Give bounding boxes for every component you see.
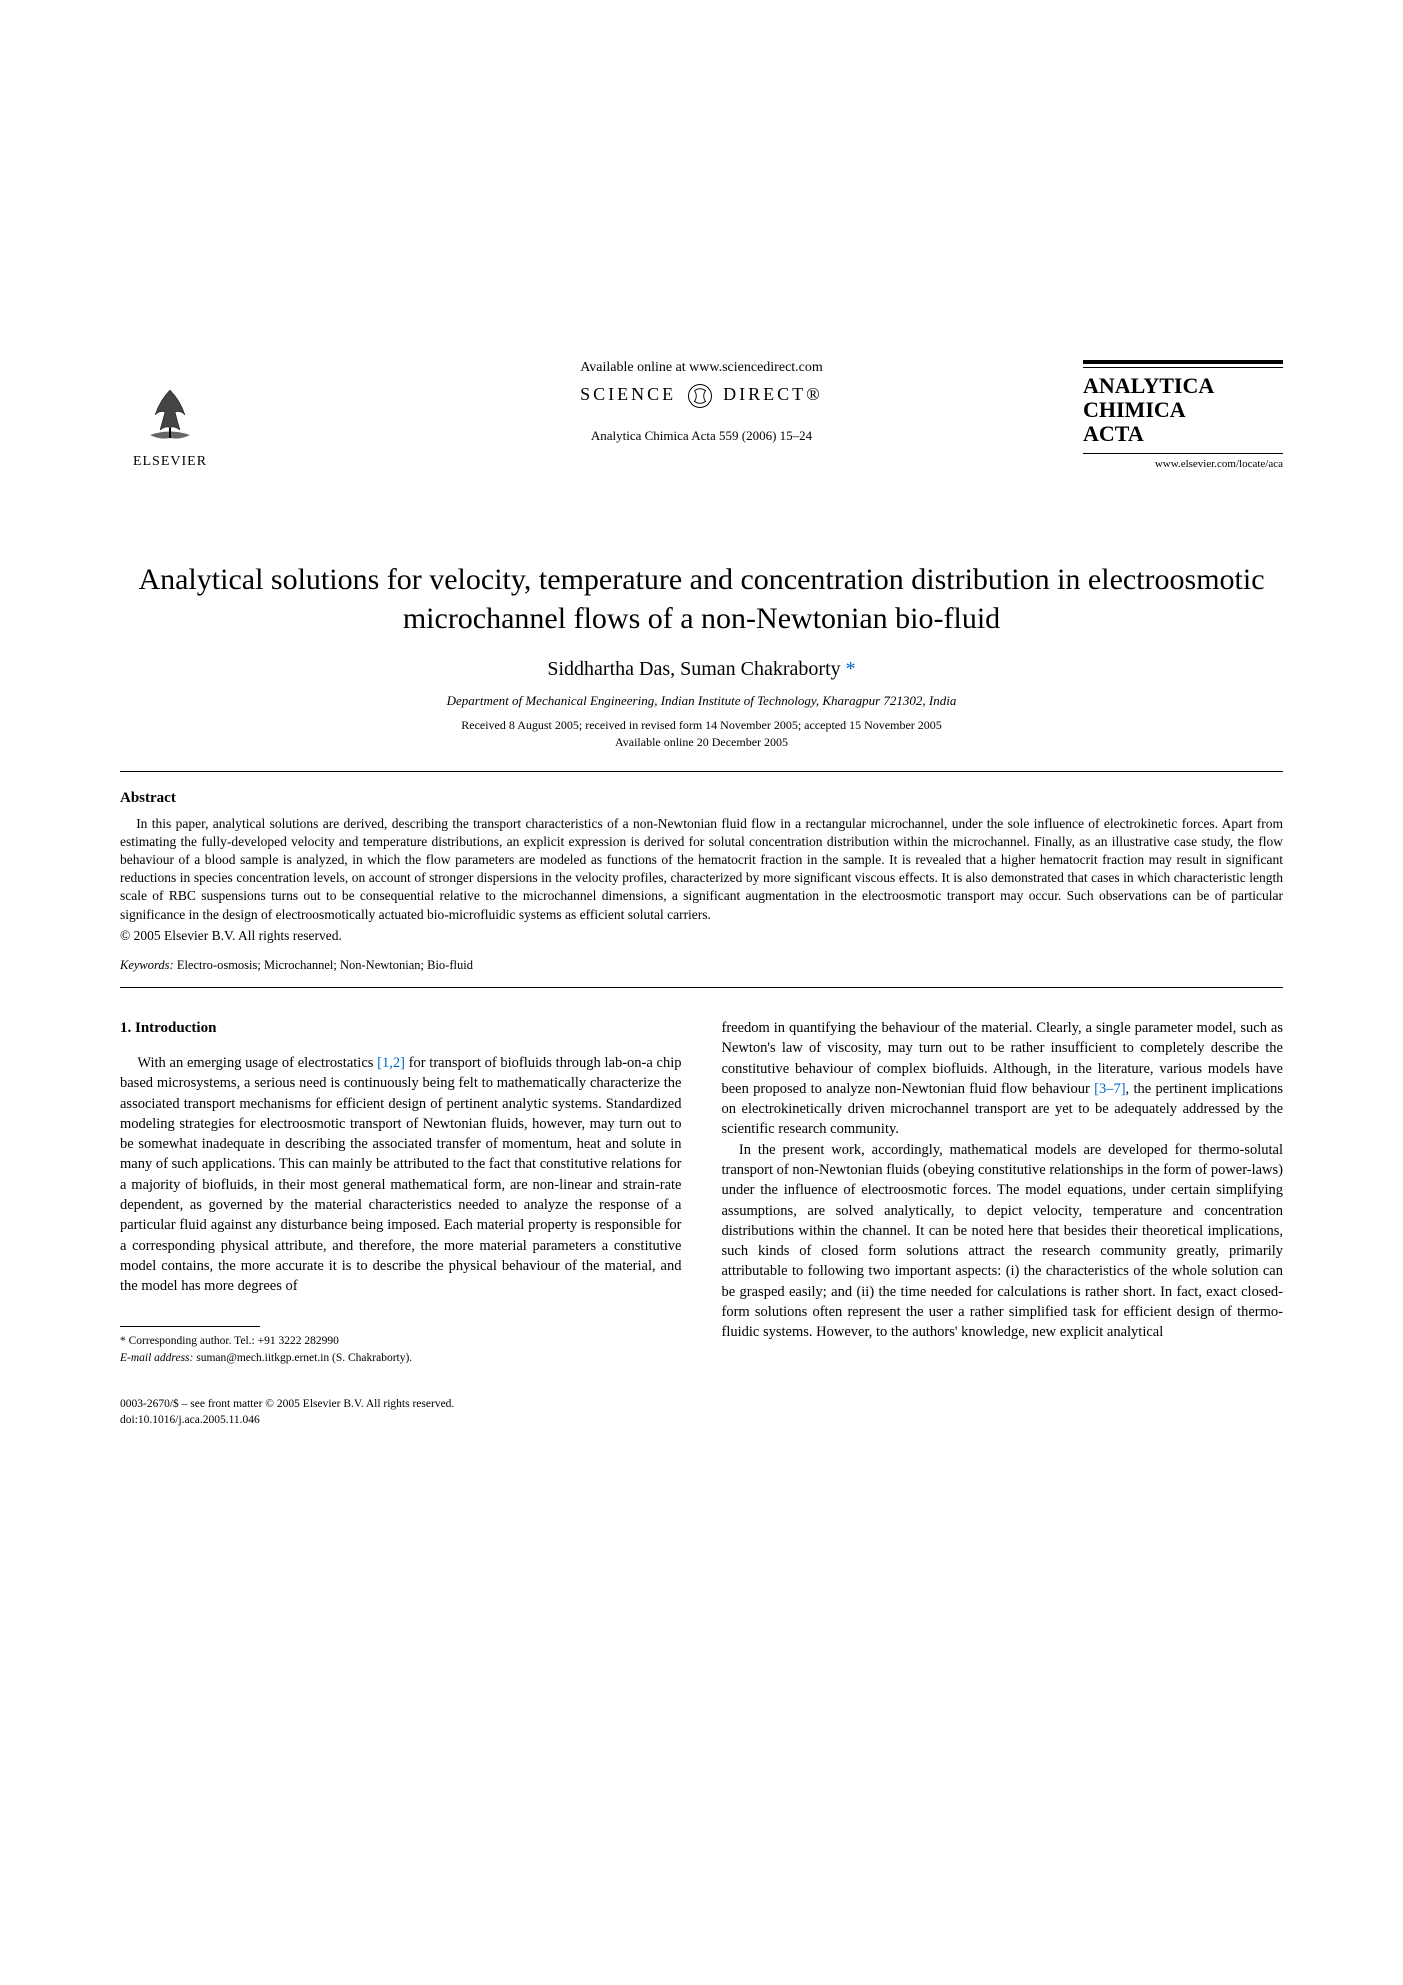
center-header: Available online at www.sciencedirect.co… <box>452 360 952 444</box>
journal-name-line1: ANALYTICA <box>1083 374 1283 398</box>
sciencedirect-icon <box>688 384 712 408</box>
journal-rule <box>1083 360 1283 368</box>
journal-rule <box>1083 453 1283 454</box>
abstract-text: In this paper, analytical solutions are … <box>120 815 1283 924</box>
intro-para-3: In the present work, accordingly, mathem… <box>722 1140 1284 1343</box>
keywords-block: Keywords: Electro-osmosis; Microchannel;… <box>120 958 1283 973</box>
sciencedirect-logo: SCIENCE DIRECT® <box>452 384 952 408</box>
email-label: E-mail address: <box>120 1352 193 1364</box>
affiliation: Department of Mechanical Engineering, In… <box>120 693 1283 709</box>
email-footnote: E-mail address: suman@mech.iitkgp.ernet.… <box>120 1350 682 1366</box>
sd-text-2: DIRECT® <box>723 384 823 404</box>
abstract-copyright: © 2005 Elsevier B.V. All rights reserved… <box>120 928 1283 944</box>
doi-line: doi:10.1016/j.aca.2005.11.046 <box>120 1412 682 1428</box>
divider <box>120 987 1283 988</box>
intro-para-2: freedom in quantifying the behaviour of … <box>722 1018 1284 1140</box>
dates-online: Available online 20 December 2005 <box>120 734 1283 751</box>
corresponding-mark: * <box>846 658 856 680</box>
dates-received: Received 8 August 2005; received in revi… <box>120 717 1283 734</box>
author-list: Siddhartha Das, Suman Chakraborty * <box>120 658 1283 681</box>
keywords-text: Electro-osmosis; Microchannel; Non-Newto… <box>174 958 473 972</box>
journal-title-box: ANALYTICA CHIMICA ACTA www.elsevier.com/… <box>1083 360 1283 470</box>
publisher-name: ELSEVIER <box>120 454 220 470</box>
corresponding-footnote: * Corresponding author. Tel.: +91 3222 2… <box>120 1333 682 1349</box>
elsevier-tree-icon <box>135 380 205 450</box>
front-matter-line: 0003-2670/$ – see front matter © 2005 El… <box>120 1396 682 1412</box>
divider <box>120 771 1283 772</box>
footer-block: 0003-2670/$ – see front matter © 2005 El… <box>120 1396 682 1428</box>
article-dates: Received 8 August 2005; received in revi… <box>120 717 1283 751</box>
keywords-label: Keywords: <box>120 958 174 972</box>
abstract-heading: Abstract <box>120 790 1283 807</box>
journal-name-line2: CHIMICA <box>1083 398 1283 422</box>
article-header: ELSEVIER Available online at www.science… <box>120 340 1283 520</box>
body-columns: 1. Introduction With an emerging usage o… <box>120 1018 1283 1428</box>
journal-name-line3: ACTA <box>1083 422 1283 446</box>
citation-link[interactable]: [3–7] <box>1094 1081 1125 1097</box>
email-address: suman@mech.iitkgp.ernet.in (S. Chakrabor… <box>193 1352 412 1364</box>
publisher-block: ELSEVIER <box>120 380 220 470</box>
article-title: Analytical solutions for velocity, tempe… <box>120 560 1283 638</box>
para-text: for transport of biofluids through lab-o… <box>120 1055 682 1294</box>
author-names: Siddhartha Das, Suman Chakraborty <box>547 658 840 680</box>
left-column: 1. Introduction With an emerging usage o… <box>120 1018 682 1428</box>
journal-url: www.elsevier.com/locate/aca <box>1083 458 1283 470</box>
right-column: freedom in quantifying the behaviour of … <box>722 1018 1284 1428</box>
footnote-rule <box>120 1326 260 1327</box>
citation-link[interactable]: [1,2] <box>377 1055 405 1071</box>
intro-para-1: With an emerging usage of electrostatics… <box>120 1053 682 1297</box>
para-text: With an emerging usage of electrostatics <box>137 1055 377 1071</box>
section-1-heading: 1. Introduction <box>120 1018 682 1039</box>
sd-text-1: SCIENCE <box>580 384 676 404</box>
available-online-text: Available online at www.sciencedirect.co… <box>452 360 952 376</box>
journal-reference: Analytica Chimica Acta 559 (2006) 15–24 <box>452 428 952 444</box>
